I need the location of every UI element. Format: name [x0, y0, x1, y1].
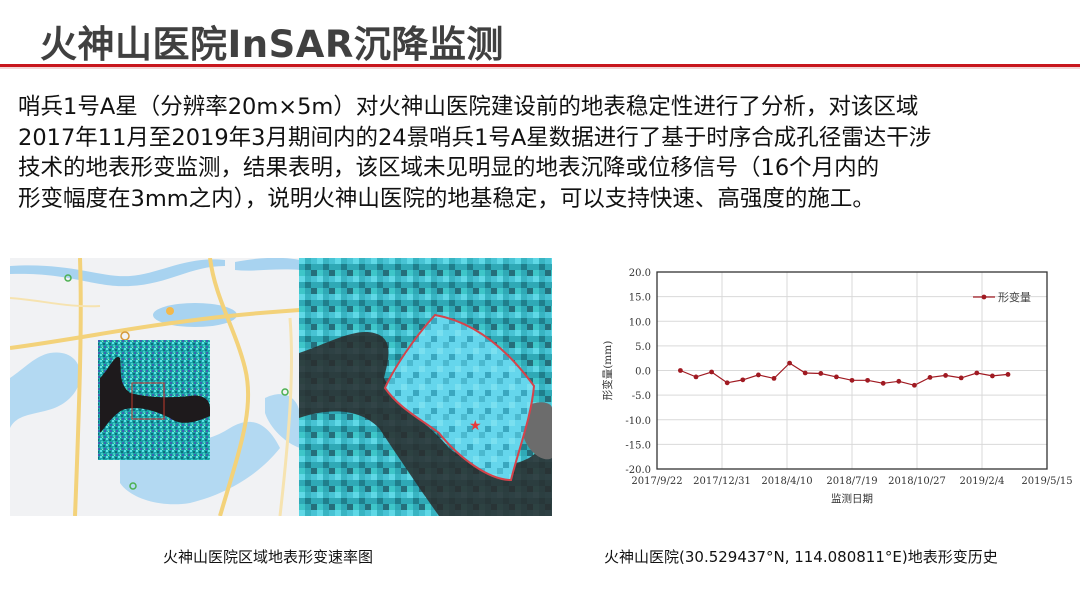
deformation-chart: 20.0 15.0 10.0 5.0 0.0 -5.0 -10.0 -15.0 -20.0 201…	[595, 262, 1075, 512]
page-title: 火神山医院InSAR沉降监测	[40, 23, 504, 66]
data-point	[740, 377, 746, 383]
data-point	[771, 375, 777, 381]
zoomed-insar-image: ★	[299, 258, 552, 516]
x-axis-label: 监测日期	[831, 492, 873, 505]
site-star-icon: ★	[469, 418, 482, 434]
x-tick-label: 2018/4/10	[761, 476, 812, 487]
data-point	[958, 375, 964, 381]
y-tick-label: -5.0	[632, 391, 651, 402]
x-tick-label: 2019/5/15	[1021, 476, 1072, 487]
y-tick-label: 0.0	[635, 367, 651, 378]
body-line-4: 形变幅度在3mm之内），说明火神山医院的地基稳定，可以支持快速、高强度的施工。	[18, 185, 875, 212]
y-tick-label: -15.0	[625, 440, 651, 451]
data-point	[974, 370, 980, 376]
data-point	[802, 370, 808, 376]
y-tick-label: 10.0	[629, 317, 651, 328]
data-point	[678, 368, 683, 373]
y-tick-label: 20.0	[629, 268, 651, 279]
deformation-chart-svg: 20.015.010.05.00.0-5.0-10.0-15.0-20.0201…	[601, 268, 1073, 505]
y-tick-label: -10.0	[625, 416, 651, 427]
title-divider-shadow	[0, 67, 1080, 69]
title-divider	[0, 64, 1080, 67]
body-paragraph: 哨兵1号A星（分辨率20m×5m）对火神山医院建设前的地表稳定性进行了分析，对该…	[18, 92, 1068, 214]
zoomed-insar-graphic: ★	[299, 258, 552, 516]
x-tick-label: 2018/7/19	[826, 476, 877, 487]
data-point	[724, 380, 730, 386]
y-tick-label: 5.0	[635, 342, 651, 353]
data-point	[865, 377, 870, 383]
x-tick-label: 2019/2/4	[960, 476, 1005, 487]
data-point	[1005, 372, 1011, 377]
data-point	[849, 377, 855, 383]
y-tick-label: 15.0	[629, 293, 651, 304]
x-tick-label: 2017/9/22	[631, 476, 682, 487]
regional-map-image	[10, 258, 300, 516]
data-point	[693, 374, 699, 380]
y-axis-label: 形变量(mm)	[601, 341, 614, 401]
x-tick-label: 2018/10/27	[888, 476, 946, 487]
data-point	[943, 373, 948, 378]
data-point	[896, 378, 902, 384]
series-line	[680, 362, 1009, 386]
data-point	[834, 374, 839, 380]
data-point	[927, 374, 933, 380]
left-figure-caption: 火神山医院区域地表形变速率图	[163, 548, 374, 566]
x-tick-label: 2017/12/31	[693, 476, 751, 487]
y-tick-label: -20.0	[625, 465, 651, 476]
body-line-1: 哨兵1号A星（分辨率20m×5m）对火神山医院建设前的地表稳定性进行了分析，对该…	[18, 94, 919, 120]
data-point	[756, 372, 761, 378]
right-figure-caption: 火神山医院(30.529437°N, 114.080811°E)地表形变历史	[604, 548, 998, 566]
map-graphic	[10, 258, 300, 516]
data-point	[880, 380, 886, 386]
plot-frame	[656, 271, 1048, 470]
data-point	[787, 360, 792, 366]
legend-marker-icon	[981, 294, 987, 300]
body-line-3: 技术的地表形变监测，结果表明，该区域未见明显的地表沉降或位移信号（16个月内的	[18, 155, 880, 181]
body-line-2: 2017年11月至2019年3月期间内的24景哨兵1号A星数据进行了基于时序合成…	[18, 124, 932, 151]
data-point	[709, 369, 714, 375]
data-point	[818, 371, 824, 376]
legend-label: 形变量	[998, 290, 1031, 304]
data-point	[990, 373, 995, 379]
data-point	[912, 382, 917, 388]
